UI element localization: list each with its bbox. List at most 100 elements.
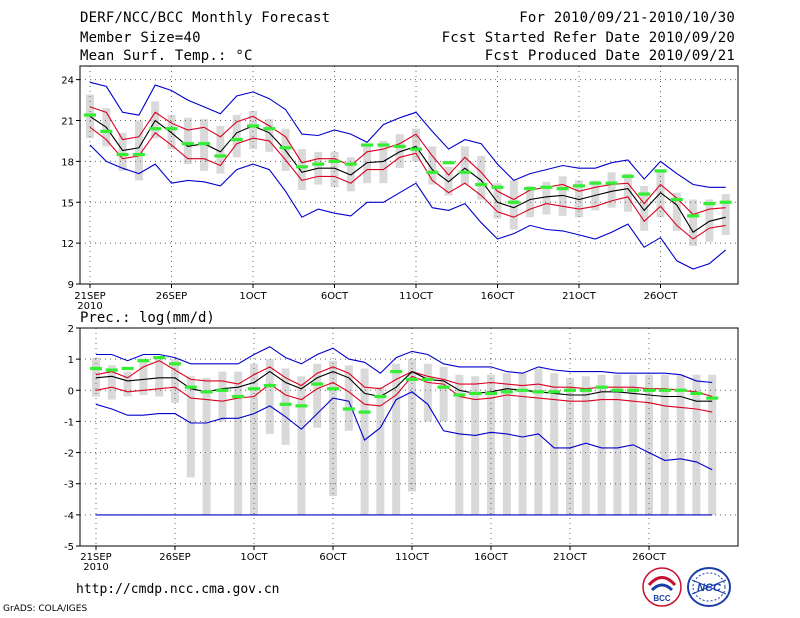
x-tick-label: 21OCT [553, 552, 588, 563]
observed-marker [469, 391, 482, 395]
observed-marker [658, 388, 671, 392]
observed-marker [165, 127, 178, 131]
observed-marker [312, 162, 325, 166]
series-line-upper [89, 81, 726, 188]
observed-marker [181, 142, 194, 146]
ensemble-box [708, 374, 717, 515]
observed-marker [361, 143, 374, 147]
observed-marker [263, 127, 276, 131]
x-year-label: 2010 [77, 301, 102, 312]
observed-marker [263, 384, 276, 388]
forecast-period: For 2010/09/21-2010/10/30 [519, 10, 735, 26]
ensemble-box [107, 365, 116, 400]
y-tick-label: -1 [64, 417, 74, 428]
observed-marker [703, 202, 716, 206]
ensemble-box [721, 194, 730, 235]
observed-marker [232, 394, 245, 399]
observed-marker [485, 391, 497, 395]
ensemble-box [167, 115, 176, 150]
observed-marker [500, 390, 513, 394]
ensemble-box [676, 374, 685, 515]
ensemble-box [412, 128, 420, 162]
ensemble-box [581, 376, 590, 515]
observed-marker [442, 161, 455, 165]
observed-marker [573, 184, 585, 188]
observed-marker [327, 387, 339, 391]
observed-marker [458, 170, 471, 174]
ensemble-box [692, 374, 701, 515]
y-tick-label: 12 [61, 239, 74, 250]
ensemble-box [92, 357, 100, 397]
ensemble-box [526, 185, 535, 218]
observed-marker [200, 390, 213, 394]
observed-marker [406, 377, 418, 381]
y-tick-label: 21 [61, 117, 74, 128]
ensemble-box [330, 151, 339, 188]
ensemble-box [344, 365, 353, 431]
observed-marker [706, 396, 719, 400]
ensemble-box [672, 192, 681, 231]
observed-marker [247, 124, 259, 128]
x-tick-label: 21OCT [562, 291, 597, 302]
ensemble-box [660, 374, 669, 515]
observed-marker [377, 143, 390, 147]
observed-marker [687, 214, 700, 218]
x-tick-label: 16OCT [474, 552, 509, 563]
chart-title: DERF/NCC/BCC Monthly Forecast [80, 10, 331, 26]
observed-marker [393, 144, 406, 148]
observed-marker [595, 385, 608, 389]
observed-marker [169, 362, 181, 366]
ensemble-box [493, 183, 502, 219]
ensemble-box [249, 110, 257, 150]
ncc-logo: NCC [687, 567, 731, 607]
ensemble-box [455, 374, 464, 515]
observed-marker [690, 391, 703, 395]
observed-marker [643, 388, 655, 392]
precip-panel-title: Prec.: log(mm/d) [80, 310, 215, 326]
ensemble-box [597, 374, 606, 515]
observed-marker [279, 146, 292, 150]
y-tick-label: 24 [61, 76, 74, 87]
ensemble-box [218, 371, 227, 422]
observed-marker [674, 388, 687, 392]
ensemble-box [542, 181, 551, 215]
observed-marker [214, 154, 227, 158]
observed-marker [453, 393, 466, 397]
observed-marker [295, 165, 308, 169]
y-tick-label: 1 [68, 355, 74, 366]
observed-marker [390, 370, 403, 374]
x-tick-label: 21SEP [74, 291, 105, 302]
observed-marker [524, 187, 537, 191]
ensemble-box [613, 374, 622, 515]
observed-marker [84, 113, 96, 117]
x-tick-label: 26OCT [644, 291, 679, 302]
observed-marker [230, 137, 243, 142]
y-tick-label: 18 [61, 157, 74, 168]
x-tick-label: 16OCT [481, 291, 516, 302]
observed-marker [491, 185, 504, 189]
x-tick-label: 1OCT [239, 291, 267, 302]
observed-marker [149, 127, 162, 131]
y-tick-label: 9 [68, 280, 74, 291]
ensemble-box [202, 377, 211, 515]
ensemble-box [118, 132, 127, 171]
source-url[interactable]: http://cmdp.ncc.cma.gov.cn [76, 582, 280, 597]
observed-marker [248, 387, 260, 391]
ensemble-box [439, 366, 448, 422]
observed-marker [611, 388, 624, 392]
observed-marker [621, 174, 634, 178]
observed-marker [137, 359, 150, 363]
observed-marker [105, 368, 118, 372]
x-tick-label: 26OCT [632, 552, 667, 563]
ensemble-box [234, 371, 243, 515]
plot-frame [79, 327, 739, 547]
x-year-label: 2010 [83, 562, 108, 573]
observed-marker [198, 142, 211, 146]
ensemble-box [558, 176, 567, 216]
ensemble-box [428, 146, 437, 185]
ensemble-box [623, 173, 632, 212]
series-line-spread-lower [95, 375, 713, 413]
ensemble-box [134, 120, 143, 181]
observed-marker [516, 388, 529, 392]
